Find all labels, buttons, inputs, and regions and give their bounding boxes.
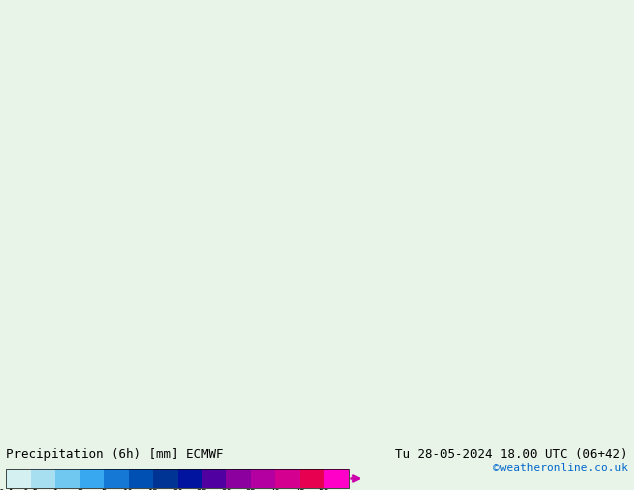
Bar [251, 469, 275, 488]
Text: 50: 50 [319, 489, 330, 490]
Text: 1: 1 [53, 489, 58, 490]
Bar [275, 469, 300, 488]
Text: 25: 25 [197, 489, 207, 490]
Text: Tu 28-05-2024 18.00 UTC (06+42): Tu 28-05-2024 18.00 UTC (06+42) [395, 448, 628, 462]
Text: 10: 10 [123, 489, 134, 490]
Text: 0.5: 0.5 [23, 489, 39, 490]
Bar [324, 469, 349, 488]
Text: ©weatheronline.co.uk: ©weatheronline.co.uk [493, 463, 628, 473]
Bar [202, 469, 226, 488]
Bar [129, 469, 153, 488]
Bar [6, 469, 349, 488]
Text: 20: 20 [172, 489, 183, 490]
Bar [178, 469, 202, 488]
Bar [104, 469, 129, 488]
Bar [80, 469, 104, 488]
Bar [226, 469, 251, 488]
Bar [55, 469, 80, 488]
Text: Precipitation (6h) [mm] ECMWF: Precipitation (6h) [mm] ECMWF [6, 448, 224, 462]
Bar [300, 469, 324, 488]
Text: 40: 40 [270, 489, 281, 490]
Bar [31, 469, 55, 488]
Bar [6, 469, 31, 488]
Text: 45: 45 [294, 489, 305, 490]
Text: 0.1: 0.1 [0, 489, 15, 490]
Text: 30: 30 [221, 489, 232, 490]
Bar [153, 469, 178, 488]
Text: 35: 35 [245, 489, 256, 490]
Text: 5: 5 [101, 489, 107, 490]
Text: 2: 2 [77, 489, 82, 490]
Text: 15: 15 [148, 489, 158, 490]
